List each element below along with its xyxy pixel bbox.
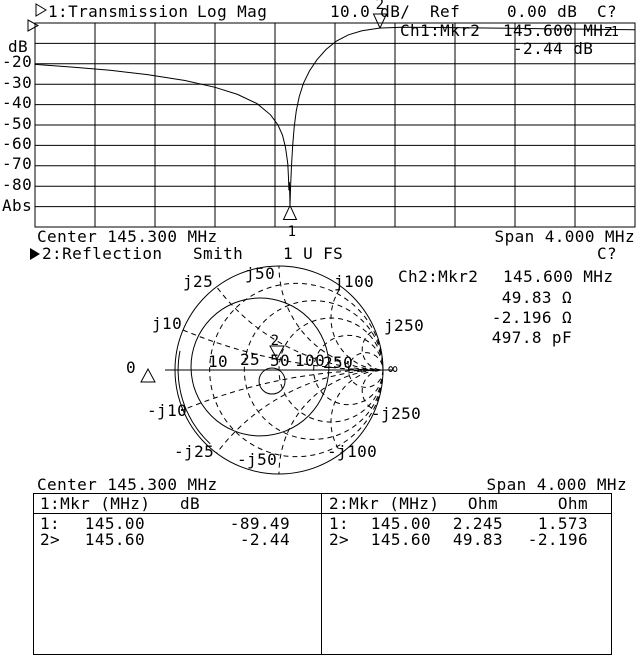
marker1-triangle-ch1 (282, 204, 298, 221)
smith-axis-100: 100 (295, 351, 326, 370)
ch1-ref-arrow-icon (27, 19, 40, 32)
ch2-marker-label: Ch2:Mkr2 (398, 267, 479, 286)
ch1-format: Log Mag (197, 2, 268, 21)
ch1-marker-label: Ch1:Mkr2 (400, 21, 481, 40)
ch2-marker-reactance: -2.196 Ω (491, 308, 572, 327)
smith-label-j10: j10 (152, 314, 183, 333)
smith-label-zero: 0 (126, 358, 137, 377)
ch1-ytick: -70 (2, 154, 33, 173)
table1-row1-id: 1: (40, 514, 61, 533)
ch2-trace-loop (258, 367, 286, 395)
ch2-marker-resistance: 49.83 Ω (501, 288, 572, 307)
table1-row2-freq: 145.60 (84, 530, 145, 549)
table2-row1-x: 1.573 (537, 514, 588, 533)
table2-row1-id: 1: (329, 514, 350, 533)
ch2-center-freq: Center 145.300 MHz (37, 475, 218, 494)
table1-row2-value: -2.44 (239, 530, 290, 549)
ch2-scale: 1 U FS (283, 244, 344, 263)
table1-header-unit: dB (180, 494, 201, 513)
marker-table-header-rule (33, 513, 612, 514)
table2-row1-freq: 145.00 (370, 514, 431, 533)
smith-label-mj50: -j50 (237, 450, 278, 469)
ch2-marker-capacitance: 497.8 pF (491, 328, 572, 347)
ch1-cal-status: C? (597, 2, 618, 21)
marker2-digit-ch1: 2 (375, 0, 385, 13)
ch2-active-triangle-icon (30, 248, 40, 260)
smith-axis-10: 10 (208, 352, 229, 371)
ch1-format-abs: Abs (2, 196, 33, 215)
smith-label-j250: j250 (384, 316, 425, 335)
ch1-title: 1:Transmission (48, 2, 189, 21)
marker1-triangle-smith (140, 367, 156, 383)
smith-label-mj10: -j10 (147, 401, 188, 420)
table2-row2-r: 49.83 (452, 530, 503, 549)
table2-row2-x: -2.196 (527, 530, 588, 549)
marker1-digit-ch1: 1 (287, 224, 297, 240)
ch1-ytick: -30 (2, 73, 33, 92)
ch2-title: 2:Reflection (42, 244, 163, 263)
ch2-span: Span 4.000 MHz (486, 475, 627, 494)
smith-label-j100: j100 (334, 272, 375, 291)
ch1-ytick: -80 (2, 175, 33, 194)
ch1-ref-value: 0.00 dB (507, 2, 578, 21)
ch1-ytick: -40 (2, 93, 33, 112)
table1-row1-value: -89.49 (229, 514, 290, 533)
table2-row2-freq: 145.60 (370, 530, 431, 549)
table1-row2-id: 2> (40, 530, 61, 549)
ch1-span: Span 4.000 MHz (494, 227, 635, 246)
smith-label-mj100: -j100 (327, 442, 378, 461)
table2-header-unit1: Ohm (467, 494, 498, 513)
ch1-marker-value: -2.44 dB (513, 39, 594, 58)
ch2-cal-status: C? (597, 244, 618, 263)
smith-label-mj250: -j250 (371, 404, 422, 423)
ch1-ref-label: Ref (430, 2, 461, 21)
smith-label-j25: j25 (183, 272, 214, 291)
ch1-marker-freq: 145.600 MHz (503, 21, 614, 40)
smith-axis-250: 250 (323, 353, 354, 372)
smith-label-infinity: ∞ (388, 359, 399, 378)
ch1-ref-position-indicator: 1 (611, 25, 620, 40)
marker2-digit-smith: 2 (270, 333, 280, 349)
table1-header: 1:Mkr (MHz) (40, 494, 151, 513)
ch1-scale: 10.0 dB/ (330, 2, 411, 21)
marker-table-box (33, 493, 612, 655)
ch1-center-freq: Center 145.300 MHz (37, 227, 218, 246)
table2-header-unit2: Ohm (557, 494, 588, 513)
ch1-axis-unit: dB (8, 37, 29, 56)
ch2-trace-edge-arc (177, 350, 211, 445)
smith-label-mj25: -j25 (174, 442, 215, 461)
smith-axis-25: 25 (240, 350, 261, 369)
table2-row2-id: 2> (329, 530, 350, 549)
ch2-marker-freq: 145.600 MHz (503, 267, 614, 286)
table2-header: 2:Mkr (MHz) (329, 494, 440, 513)
ch1-ytick: -50 (2, 114, 33, 133)
ch2-format: Smith (193, 244, 244, 263)
table1-row1-freq: 145.00 (84, 514, 145, 533)
ch1-active-triangle-icon (35, 3, 47, 17)
ch1-ytick: -60 (2, 134, 33, 153)
smith-label-j50: j50 (245, 264, 276, 283)
ch1-ytick: -20 (2, 52, 33, 71)
table2-row1-r: 2.245 (452, 514, 503, 533)
marker-table-divider (321, 493, 322, 655)
smith-axis-50: 50 (270, 351, 291, 370)
